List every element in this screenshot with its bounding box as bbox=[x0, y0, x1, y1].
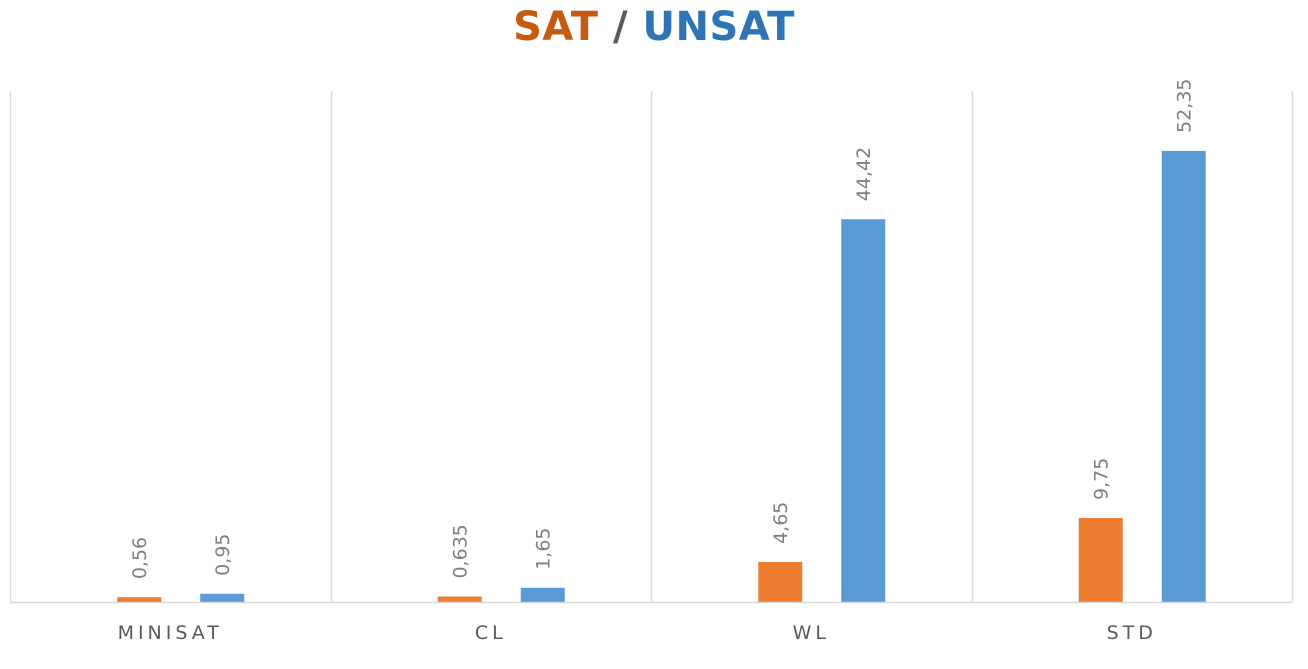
bar bbox=[437, 596, 482, 602]
data-label: 1,65 bbox=[533, 527, 555, 569]
chart-title: SAT / UNSAT bbox=[0, 4, 1308, 50]
title-separator: / bbox=[598, 4, 643, 50]
bar bbox=[200, 593, 245, 602]
bar bbox=[1078, 517, 1123, 602]
data-label: 4,65 bbox=[770, 502, 792, 544]
data-label: 52,35 bbox=[1174, 78, 1196, 132]
x-tick-label: CL bbox=[475, 622, 507, 644]
x-tick-label: WL bbox=[793, 622, 830, 644]
bar bbox=[1161, 150, 1206, 603]
x-tick-label: MINISAT bbox=[118, 622, 223, 644]
x-tick-label: STD bbox=[1107, 622, 1157, 644]
bar bbox=[841, 219, 886, 603]
bar bbox=[117, 597, 162, 602]
data-label: 0,95 bbox=[212, 534, 234, 576]
data-label: 0,635 bbox=[450, 524, 472, 578]
bar bbox=[520, 587, 565, 602]
data-label: 9,75 bbox=[1091, 458, 1113, 500]
data-label: 44,42 bbox=[853, 147, 875, 201]
title-unsat: UNSAT bbox=[642, 4, 795, 50]
bar bbox=[758, 561, 803, 602]
title-sat: SAT bbox=[513, 4, 599, 50]
data-label: 0,56 bbox=[129, 537, 151, 579]
